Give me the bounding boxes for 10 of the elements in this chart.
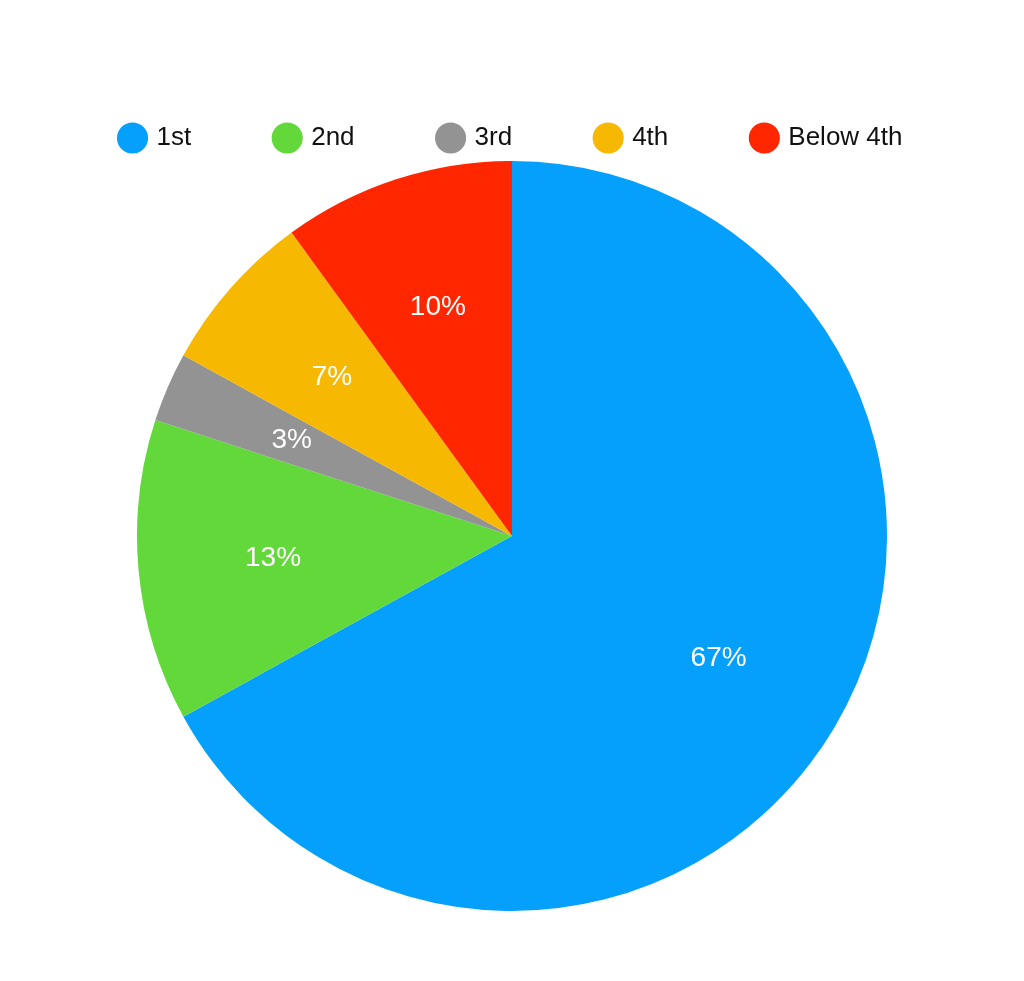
- data-label: 7%: [311, 360, 353, 391]
- legend-label: Below 4th: [788, 121, 903, 152]
- legend-label: 4th: [632, 121, 669, 152]
- data-label: 67%: [690, 640, 747, 672]
- data-label: 10%: [409, 290, 466, 322]
- data-label: 3%: [271, 423, 312, 455]
- legend-label: 2nd: [311, 121, 355, 152]
- legend-label: 1st: [156, 121, 192, 152]
- data-label: 13%: [245, 541, 302, 573]
- legend-label: 3rd: [474, 121, 513, 152]
